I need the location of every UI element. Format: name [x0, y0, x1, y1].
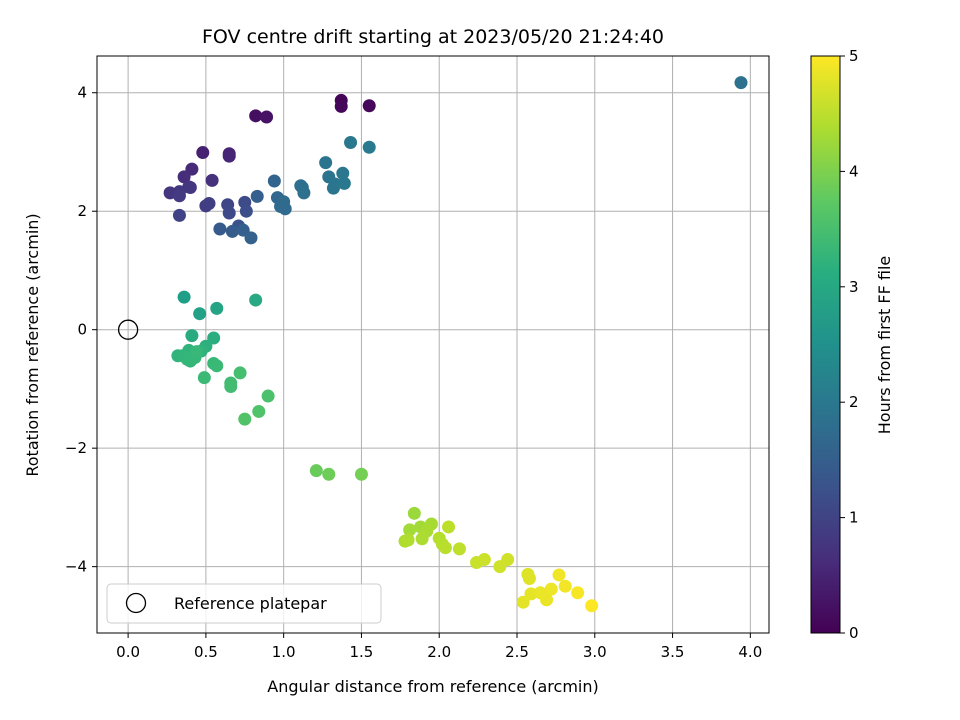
data-point — [415, 532, 429, 546]
data-point — [344, 135, 358, 149]
data-point — [544, 582, 558, 596]
data-point — [239, 204, 253, 218]
data-point — [177, 290, 191, 304]
data-point — [190, 345, 204, 359]
colorbar-tick-label: 3 — [849, 278, 859, 296]
x-tick-label: 3.0 — [583, 643, 607, 661]
data-point — [193, 307, 207, 321]
colorbar-gradient — [810, 55, 841, 634]
data-point — [516, 595, 530, 609]
plot-area — [96, 55, 770, 634]
data-point — [501, 553, 515, 567]
x-tick-label: 4.0 — [738, 643, 762, 661]
axes: 0.0 0.5 1.0 1.5 2.0 2.5 3.0 3.5 4.0 4 2 0 −2 −4 — [65, 84, 762, 661]
data-point — [260, 110, 274, 124]
colorbar-tick-label: 0 — [849, 624, 859, 642]
data-point — [224, 380, 238, 394]
data-point — [244, 231, 258, 245]
x-tick-label: 3.5 — [661, 643, 685, 661]
data-point — [403, 523, 417, 537]
data-point — [249, 293, 263, 307]
data-point — [571, 586, 585, 600]
data-point — [202, 197, 216, 211]
data-point — [197, 371, 211, 385]
y-tick-label: −4 — [65, 558, 87, 576]
data-point — [185, 329, 199, 343]
data-point — [585, 599, 599, 613]
data-point — [337, 176, 351, 190]
reference-platepar-marker — [117, 319, 139, 340]
data-point — [207, 331, 221, 345]
data-point — [442, 520, 456, 534]
data-point — [322, 467, 336, 481]
data-point — [438, 541, 452, 555]
data-point — [277, 195, 291, 209]
x-tick-label: 1.0 — [272, 643, 296, 661]
data-point — [552, 568, 566, 582]
data-point — [210, 359, 224, 373]
data-point — [205, 173, 219, 187]
data-point — [309, 464, 323, 478]
data-point — [522, 571, 536, 585]
data-point — [210, 301, 224, 315]
data-point — [401, 533, 415, 547]
colorbar-tick-label: 5 — [849, 47, 859, 65]
data-point — [297, 186, 311, 200]
data-point — [233, 366, 247, 380]
data-point — [354, 467, 368, 481]
y-tick-label: 2 — [77, 202, 87, 220]
data-point — [172, 208, 186, 222]
x-tick-label: 1.5 — [350, 643, 374, 661]
y-tick-label: 4 — [77, 84, 87, 102]
data-point — [452, 542, 466, 556]
data-point — [477, 553, 491, 567]
colorbar-ticks: 0 1 2 3 4 5 — [840, 47, 859, 642]
data-point — [183, 181, 197, 195]
data-point — [222, 149, 236, 163]
data-point — [328, 177, 342, 191]
y-tick-label: −2 — [65, 439, 87, 457]
legend-label-reference: Reference platepar — [174, 594, 327, 613]
colorbar-tick-label: 2 — [849, 393, 859, 411]
data-point — [172, 189, 186, 203]
colorbar-tick-label: 1 — [849, 509, 859, 527]
data-point — [249, 109, 263, 123]
data-point — [252, 404, 266, 418]
colorbar-label: Hours from first FF file — [875, 256, 894, 435]
colorbar: 0 1 2 3 4 5 Hours from first FF file — [810, 47, 894, 642]
data-point — [196, 146, 210, 160]
data-point — [225, 224, 239, 238]
data-point — [213, 222, 227, 236]
data-point — [558, 579, 572, 593]
x-axis-label: Angular distance from reference (arcmin) — [267, 677, 598, 696]
data-point — [362, 140, 376, 154]
data-point — [407, 506, 421, 520]
legend-marker-reference — [125, 592, 147, 614]
data-point — [734, 76, 748, 90]
data-point — [319, 156, 333, 170]
x-tick-label: 0.5 — [194, 643, 218, 661]
data-point — [334, 99, 348, 113]
chart-title: FOV centre drift starting at 2023/05/20 … — [202, 26, 664, 48]
y-axis-label: Rotation from reference (arcmin) — [23, 213, 42, 476]
data-point — [238, 412, 252, 426]
data-point — [336, 166, 350, 180]
data-point — [362, 99, 376, 113]
data-point — [250, 189, 264, 203]
y-tick-label: 0 — [77, 321, 87, 339]
data-point — [177, 170, 191, 184]
grid — [97, 56, 769, 633]
scatter-points — [117, 76, 748, 613]
data-point — [540, 593, 554, 607]
x-tick-label: 0.0 — [116, 643, 140, 661]
legend-box — [106, 583, 382, 624]
data-point — [261, 389, 275, 403]
x-tick-label: 2.5 — [505, 643, 529, 661]
data-point — [222, 206, 236, 220]
x-tick-label: 2.0 — [427, 643, 451, 661]
data-point — [267, 174, 281, 188]
colorbar-tick-label: 4 — [849, 162, 859, 180]
legend: Reference platepar — [106, 583, 382, 624]
